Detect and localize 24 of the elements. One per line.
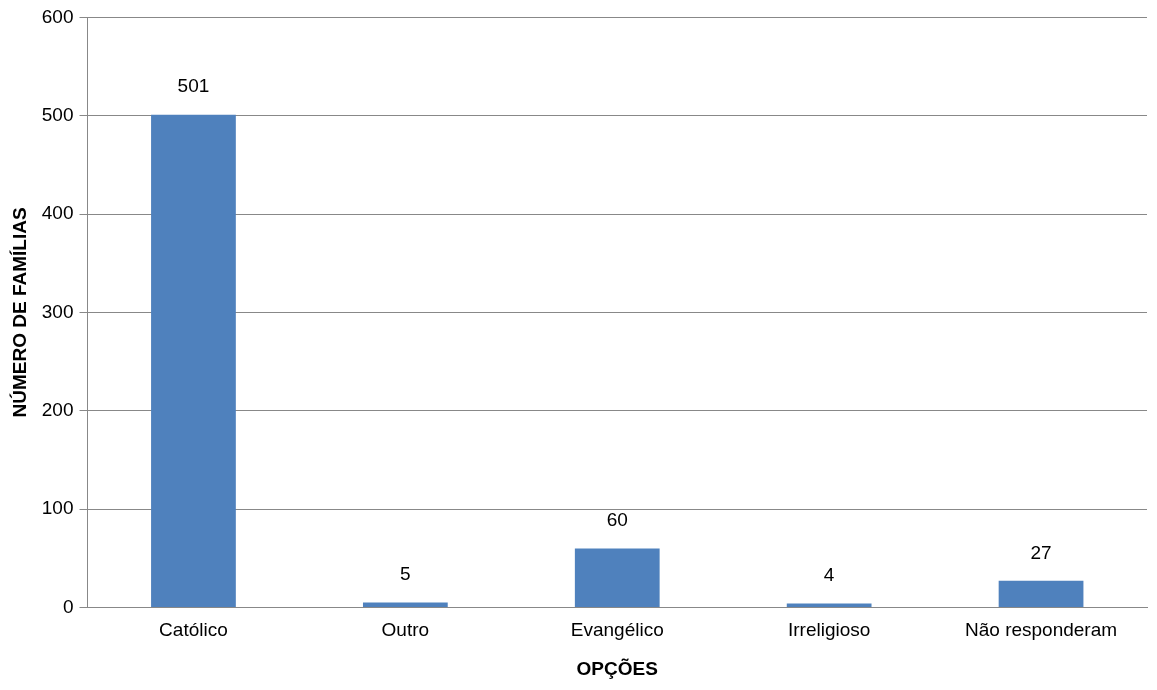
y-tick-label: 200 [41,398,74,420]
y-axis-title: NÚMERO DE FAMÍLIAS [8,207,30,418]
x-tick-label: Católico [159,619,228,641]
x-axis-title: OPÇÕES [576,657,658,679]
data-label: 27 [1030,541,1052,563]
data-label: 5 [400,563,411,585]
bar [362,602,448,607]
bar [786,603,872,607]
y-tick-label: 0 [62,595,74,617]
data-label: 60 [606,509,628,531]
x-tick-label: Não responderam [965,619,1118,641]
y-tick-label: 500 [41,103,74,125]
x-tick-label: Irreligioso [787,619,871,641]
x-tick-label: Evangélico [570,619,664,641]
x-tick-label: Outro [381,619,430,641]
bar [574,548,660,607]
data-label: 4 [823,564,835,586]
y-tick-label: 400 [41,202,74,224]
y-tick-label: 100 [41,497,74,519]
bar [151,114,236,607]
y-tick-label: 600 [41,5,74,27]
bar [998,580,1084,607]
data-label: 501 [177,75,210,97]
y-tick-label: 300 [41,300,74,322]
